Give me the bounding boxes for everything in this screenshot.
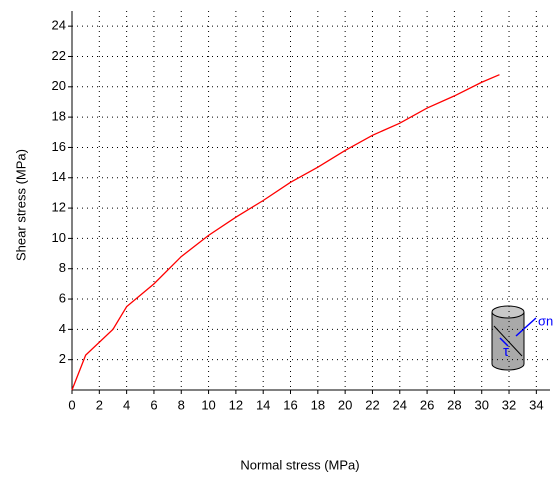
- y-tick-label: 12: [52, 200, 66, 215]
- annotation: τ: [503, 343, 509, 360]
- x-tick-label: 16: [283, 397, 297, 412]
- y-tick-label: 24: [52, 18, 66, 33]
- y-tick-label: 16: [52, 139, 66, 154]
- x-tick-label: 30: [474, 397, 488, 412]
- x-tick-label: 14: [256, 397, 270, 412]
- y-tick-label: 10: [52, 230, 66, 245]
- annotation: σn: [538, 313, 553, 328]
- sample-icon: [491, 305, 537, 371]
- x-tick-label: 18: [311, 397, 325, 412]
- x-tick-label: 34: [529, 397, 543, 412]
- y-tick-label: 18: [52, 109, 66, 124]
- x-tick-label: 26: [420, 397, 434, 412]
- x-tick-label: 4: [123, 397, 130, 412]
- x-tick-label: 20: [338, 397, 352, 412]
- curve: [71, 74, 500, 391]
- y-tick-label: 22: [52, 48, 66, 63]
- y-tick-label: 2: [59, 351, 66, 366]
- x-axis-label: Normal stress (MPa): [240, 457, 359, 472]
- x-tick-label: 0: [68, 397, 75, 412]
- x-tick-label: 2: [96, 397, 103, 412]
- x-tick-label: 22: [365, 397, 379, 412]
- x-tick-label: 10: [201, 397, 215, 412]
- x-tick-label: 12: [229, 397, 243, 412]
- y-tick-label: 14: [52, 169, 66, 184]
- y-tick-label: 20: [52, 78, 66, 93]
- x-tick-label: 32: [502, 397, 516, 412]
- x-tick-label: 6: [150, 397, 157, 412]
- x-tick-label: 8: [178, 397, 185, 412]
- y-tick-label: 8: [59, 260, 66, 275]
- y-axis-label: Shear stress (MPa): [13, 149, 28, 261]
- y-tick-label: 4: [59, 321, 66, 336]
- x-tick-label: 24: [393, 397, 407, 412]
- x-tick-label: 28: [447, 397, 461, 412]
- y-tick-label: 6: [59, 290, 66, 305]
